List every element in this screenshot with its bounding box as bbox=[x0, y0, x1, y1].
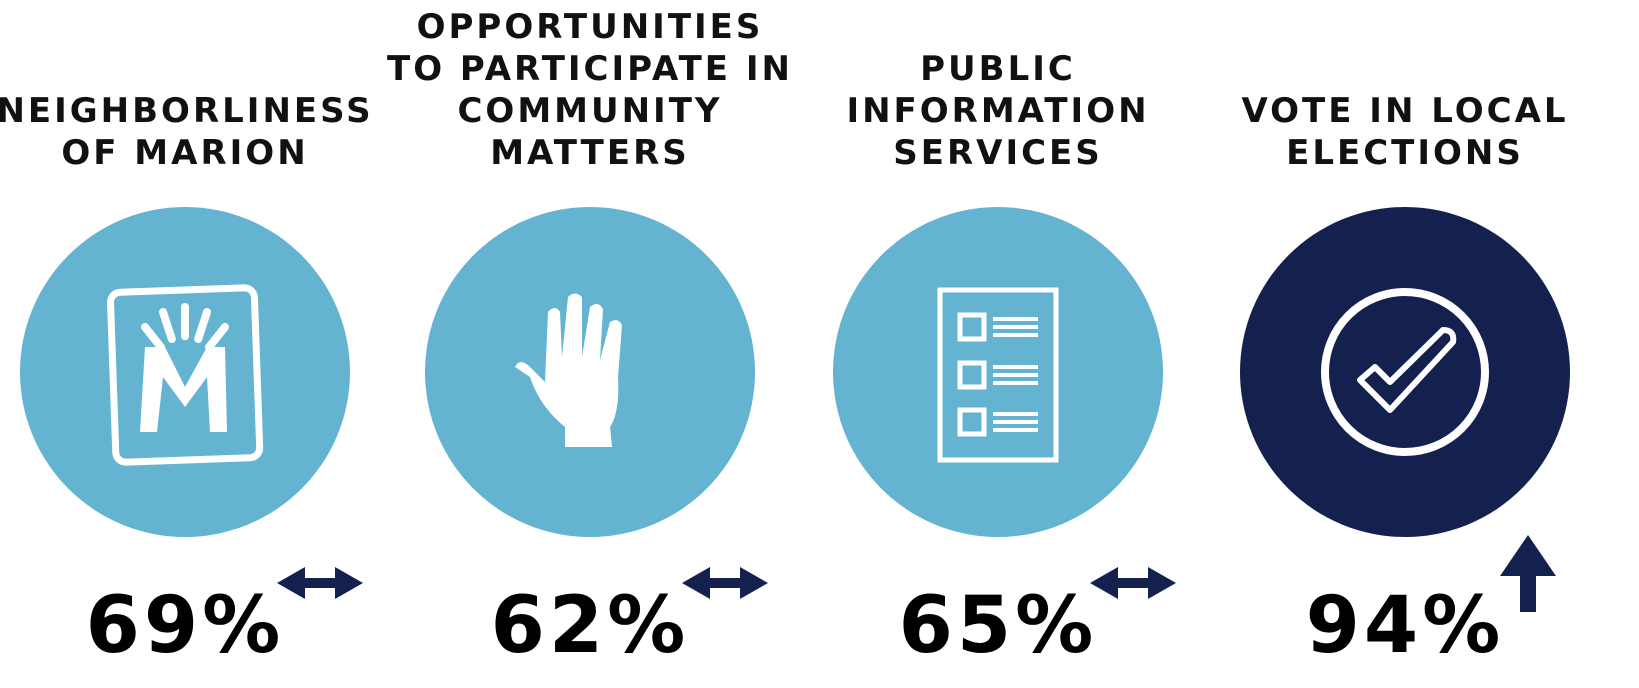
icon-m bbox=[140, 347, 227, 432]
item-circle bbox=[20, 207, 350, 537]
item-circle bbox=[1240, 207, 1570, 537]
item-title: OF MARION bbox=[61, 133, 308, 173]
item-title: OPPORTUNITIES bbox=[417, 7, 764, 47]
item-title: PUBLIC bbox=[920, 49, 1076, 89]
icon-ring bbox=[1321, 288, 1489, 456]
trend-arrow-steady bbox=[277, 567, 363, 599]
item-title: TO PARTICIPATE IN bbox=[387, 49, 793, 89]
item-value: 94% bbox=[1306, 581, 1505, 671]
icon-sheet bbox=[937, 287, 1059, 463]
item-value: 62% bbox=[491, 581, 690, 671]
icon-ray bbox=[141, 323, 165, 352]
item-circle bbox=[833, 207, 1163, 537]
icon-ray bbox=[194, 308, 211, 343]
item-title: ELECTIONS bbox=[1286, 133, 1524, 173]
trend-arrow-steady bbox=[1090, 567, 1176, 599]
icon-ray bbox=[159, 308, 176, 343]
item-title: SERVICES bbox=[893, 133, 1103, 173]
icon-check bbox=[1357, 327, 1457, 413]
item-value: 65% bbox=[899, 581, 1098, 671]
icon-frame bbox=[107, 284, 264, 466]
icon-box bbox=[957, 360, 987, 390]
icon-ray bbox=[205, 323, 229, 352]
icon-box bbox=[957, 407, 987, 437]
item-title: COMMUNITY bbox=[457, 91, 722, 131]
item-title: MATTERS bbox=[490, 133, 690, 173]
trend-arrow-steady bbox=[682, 567, 768, 599]
item-title: INFORMATION bbox=[846, 91, 1149, 131]
item-value: 69% bbox=[86, 581, 285, 671]
icon-hand bbox=[515, 293, 622, 447]
icon-box bbox=[957, 312, 987, 342]
trend-arrow-up bbox=[1500, 535, 1556, 612]
item-title: VOTE IN LOCAL bbox=[1241, 91, 1568, 131]
item-title: NEIGHBORLINESS bbox=[0, 91, 374, 131]
